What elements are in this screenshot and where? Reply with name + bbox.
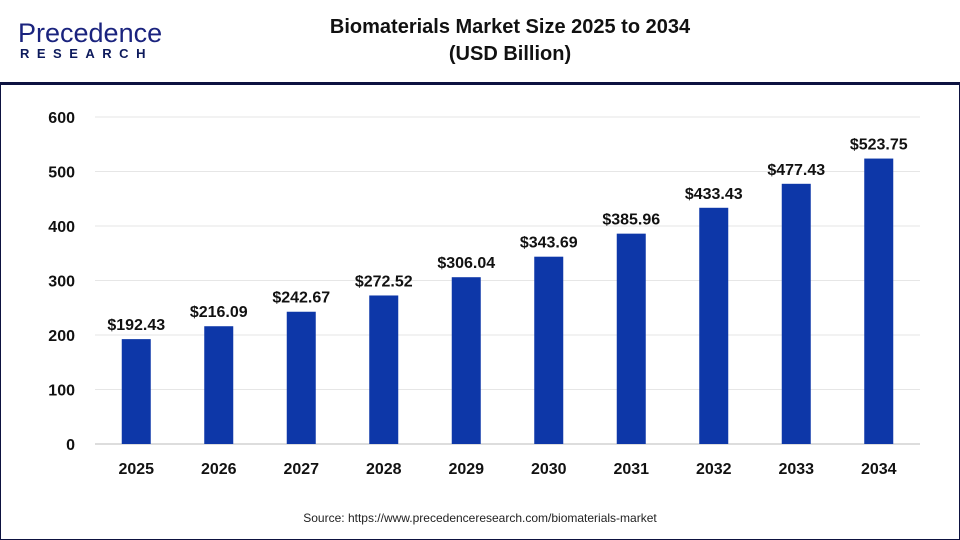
data-label: $242.67 [272,290,330,307]
bar [286,311,316,444]
x-tick-label: 2034 [861,461,897,478]
data-label: $343.69 [520,235,578,252]
y-tick-label: 500 [48,165,75,182]
y-tick-label: 0 [66,437,75,454]
data-label: $385.96 [602,212,660,229]
data-label: $216.09 [190,304,248,321]
y-tick-label: 400 [48,219,75,236]
bar [699,207,729,444]
x-tick-label: 2031 [613,461,649,478]
title-line1: Biomaterials Market Size 2025 to 2034 [329,16,691,38]
y-tick-label: 100 [48,383,75,400]
x-tick-label: 2027 [283,461,319,478]
bar [451,277,481,444]
x-tick-label: 2026 [201,461,237,478]
logo-line2: RESEARCH [20,46,153,61]
bar [369,295,399,444]
y-tick-label: 600 [48,110,75,127]
bar [616,233,646,444]
y-tick-label: 200 [48,328,75,345]
data-label: $523.75 [850,137,908,154]
chart-title: Biomaterials Market Size 2025 to 2034 (U… [280,14,740,68]
x-tick-label: 2030 [531,461,567,478]
data-label: $192.43 [107,317,165,334]
bar [864,158,894,444]
logo-line1: Precedence [18,18,163,48]
logo: Precedence RESEARCH [18,20,162,61]
source-note: Source: https://www.precedenceresearch.c… [303,511,657,525]
x-tick-label: 2028 [366,461,402,478]
data-label: $272.52 [355,273,413,290]
header: Precedence RESEARCH Biomaterials Market … [0,0,960,85]
bar [534,256,564,444]
title-line2: (USD Billion) [448,43,572,65]
x-tick-label: 2025 [118,461,154,478]
x-tick-label: 2032 [696,461,732,478]
data-label: $477.43 [767,162,825,179]
bar [121,339,151,444]
x-tick-label: 2029 [448,461,484,478]
data-label: $433.43 [685,186,743,203]
data-label: $306.04 [437,255,495,272]
y-tick-label: 300 [48,274,75,291]
bar [204,326,234,444]
bar [781,183,811,444]
x-tick-label: 2033 [778,461,814,478]
